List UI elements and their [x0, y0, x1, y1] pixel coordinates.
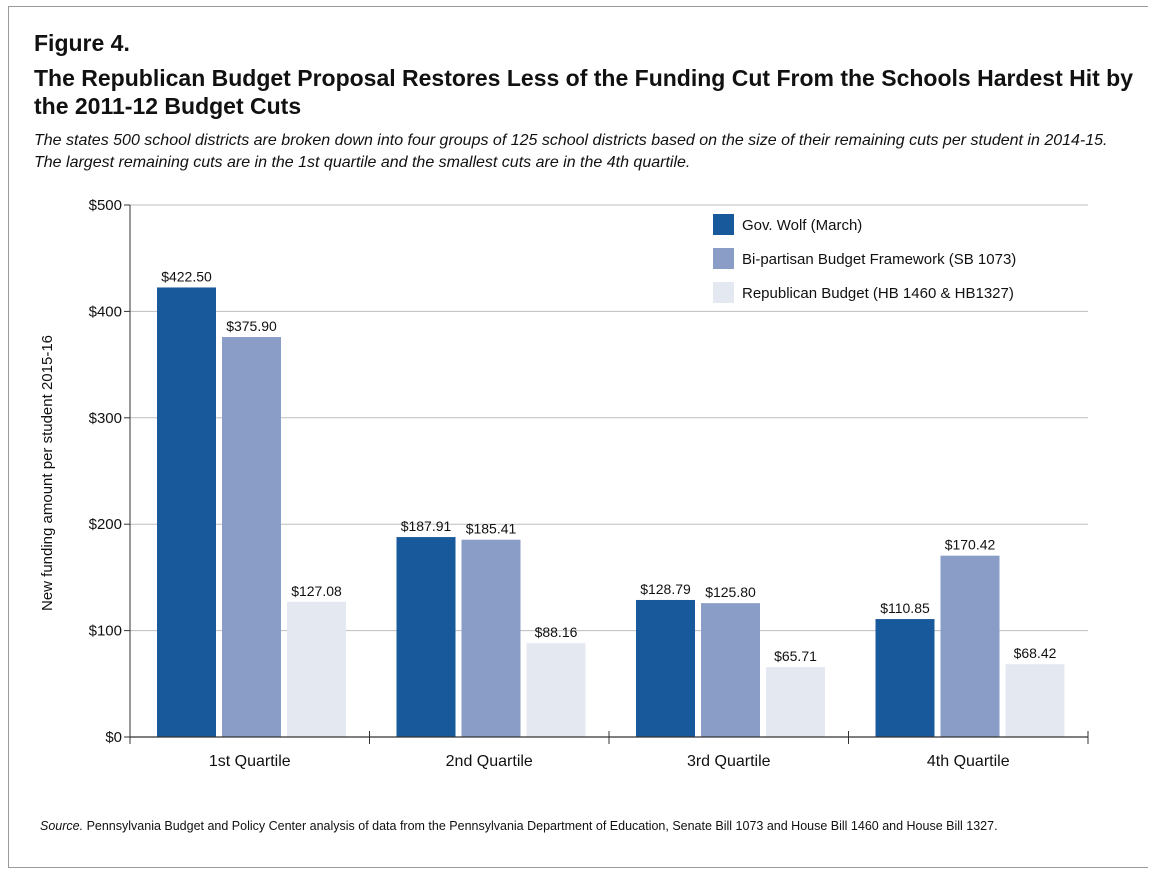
y-tick-label: $400 [89, 303, 122, 320]
legend-label: Bi-partisan Budget Framework (SB 1073) [742, 251, 1016, 268]
x-tick-label: 2nd Quartile [446, 753, 533, 770]
data-label: $422.50 [161, 268, 212, 284]
data-label: $185.41 [466, 521, 517, 537]
data-label: $88.16 [535, 624, 578, 640]
y-tick-label: $500 [89, 197, 122, 214]
data-label: $68.42 [1014, 645, 1057, 661]
legend: Gov. Wolf (March) Bi-partisan Budget Fram… [713, 214, 1016, 303]
figure-subtitle: The states 500 school districts are brok… [34, 132, 1108, 171]
figure-frame [8, 6, 1148, 868]
legend-swatch [713, 214, 734, 235]
legend-swatch [713, 248, 734, 269]
bar [396, 537, 456, 737]
bar [636, 599, 695, 737]
data-label: $110.85 [880, 600, 930, 616]
axes: $0 $100 $200 $300 $400 $500 1st Quartile 2nd Qu… [89, 197, 1089, 770]
legend-label: Republican Budget (HB 1460 & HB1327) [742, 285, 1014, 302]
figure-title: The Republican Budget Proposal Restores … [34, 65, 1134, 119]
source-note: Source. Pennsylvania Budget and Policy C… [40, 817, 1120, 835]
bar [157, 287, 216, 737]
y-axis-label: New funding amount per student 2015-16 [39, 335, 56, 611]
bar [701, 603, 760, 737]
y-tick-label: $200 [89, 516, 122, 533]
bar [875, 619, 935, 737]
x-tick-label: 4th Quartile [927, 753, 1010, 770]
bars [157, 287, 1065, 737]
bar [461, 539, 521, 737]
x-tick-label: 3rd Quartile [687, 753, 771, 770]
bar [287, 601, 346, 737]
data-label: $65.71 [774, 648, 817, 664]
legend-label: Gov. Wolf (March) [742, 217, 862, 234]
data-label: $375.90 [226, 318, 277, 334]
bar [222, 337, 281, 737]
bar [1005, 664, 1065, 737]
bar [940, 555, 1000, 737]
x-tick-label: 1st Quartile [209, 753, 291, 770]
data-label: $125.80 [705, 584, 756, 600]
data-label: $127.08 [291, 583, 342, 599]
figure-label: Figure 4. [34, 30, 130, 56]
data-label: $128.79 [640, 581, 691, 597]
bar [766, 667, 825, 737]
data-label: $187.91 [401, 518, 452, 534]
y-tick-label: $100 [89, 623, 122, 640]
value-labels: $422.50 $375.90 $127.08 $187.91 $185.41 $88.1… [161, 268, 1056, 664]
y-tick-label: $300 [89, 410, 122, 427]
source-label: Source. [40, 819, 84, 833]
data-label: $170.42 [945, 537, 996, 553]
legend-swatch [713, 282, 734, 303]
y-tick-label: $0 [105, 729, 122, 746]
bar [526, 643, 586, 737]
source-text: Pennsylvania Budget and Policy Center an… [83, 819, 998, 833]
